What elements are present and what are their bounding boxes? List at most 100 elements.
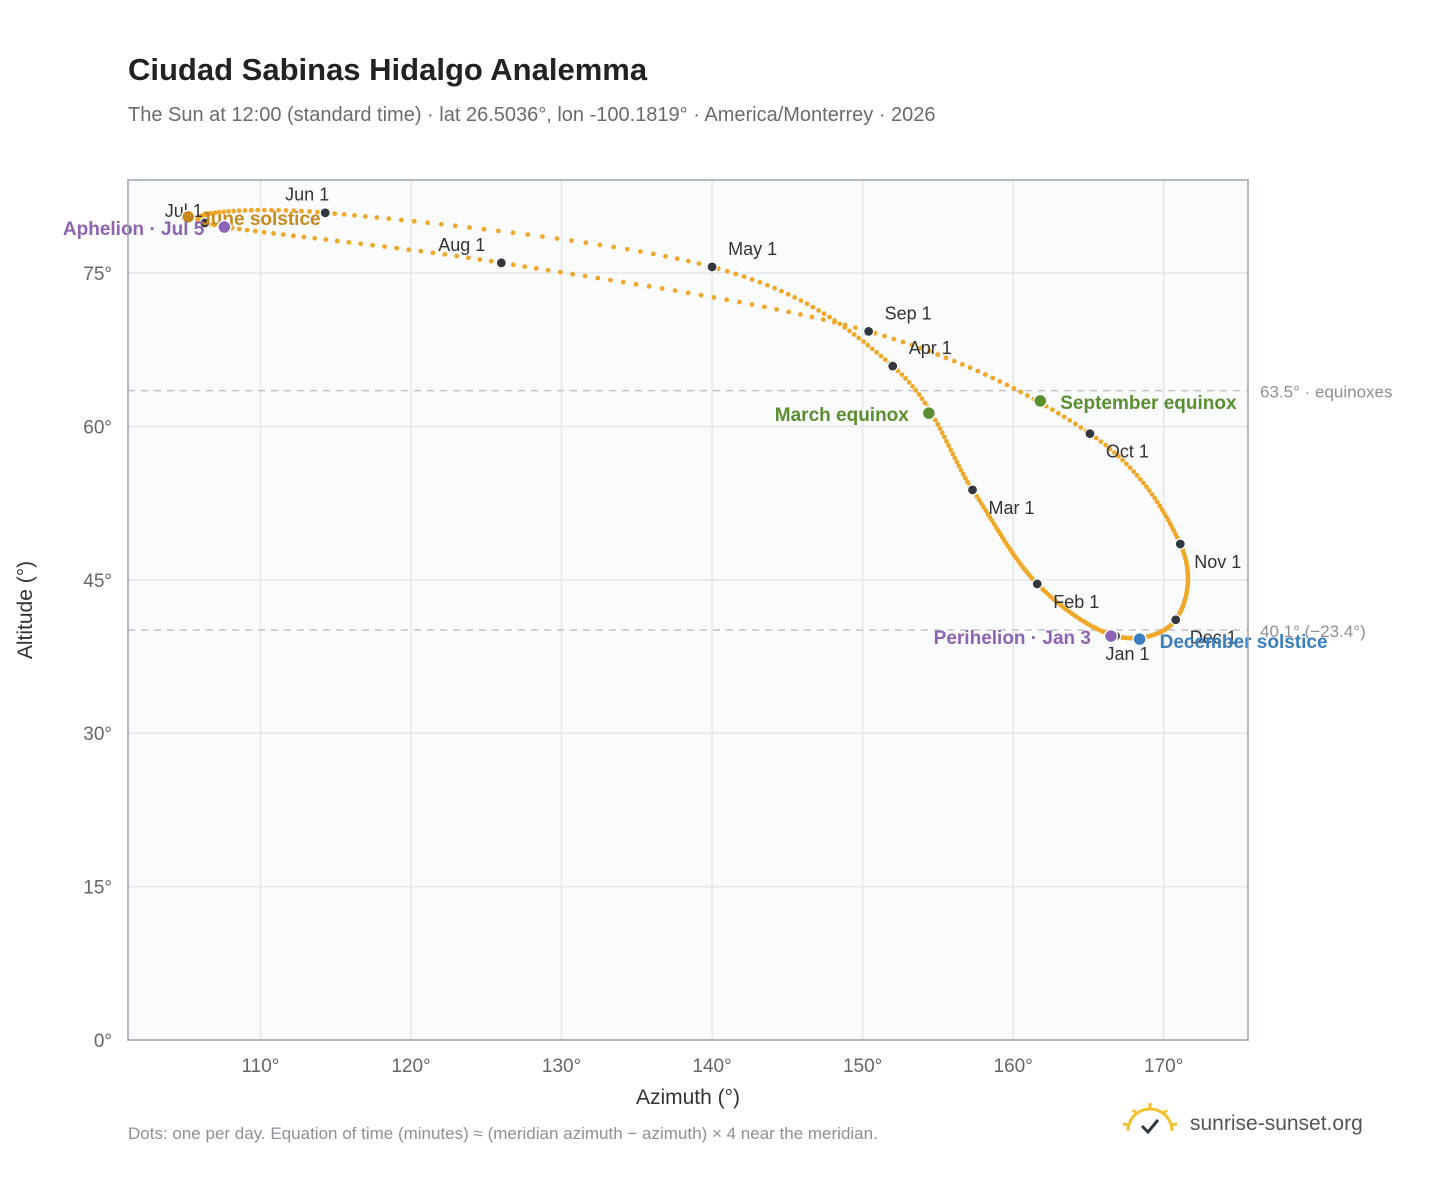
daily-sun-dot bbox=[540, 234, 545, 240]
daily-sun-dot bbox=[659, 286, 665, 291]
event-marker bbox=[921, 405, 937, 421]
month-marker-label: Oct 1 bbox=[1106, 442, 1149, 462]
daily-sun-dot bbox=[334, 238, 340, 244]
daily-sun-dot bbox=[774, 307, 779, 312]
daily-sun-dot bbox=[633, 281, 639, 287]
daily-sun-dot bbox=[255, 207, 261, 213]
daily-sun-dot bbox=[1120, 457, 1125, 463]
daily-sun-dot bbox=[291, 233, 296, 239]
daily-sun-dot bbox=[891, 336, 897, 342]
daily-sun-dot bbox=[1098, 439, 1104, 444]
plot-background bbox=[128, 180, 1248, 1040]
daily-sun-dot bbox=[341, 212, 347, 217]
daily-sun-dot bbox=[899, 372, 905, 377]
daily-sun-dot bbox=[569, 238, 574, 244]
event-label: Perihelion · Jan 3 bbox=[934, 628, 1091, 649]
event-marker bbox=[1132, 631, 1147, 647]
daily-sun-dot bbox=[900, 339, 906, 345]
daily-sun-dot bbox=[271, 231, 276, 236]
daily-sun-dot bbox=[248, 207, 254, 213]
daily-sun-dot bbox=[804, 301, 810, 307]
daily-sun-dot bbox=[944, 438, 949, 444]
daily-sun-dot bbox=[674, 256, 680, 262]
daily-sun-dot bbox=[733, 271, 739, 277]
daily-sun-dot bbox=[851, 332, 857, 337]
month-marker-label: Dec 1 bbox=[1190, 628, 1237, 648]
daily-sun-dot bbox=[1134, 472, 1140, 478]
daily-sun-dot bbox=[570, 271, 575, 277]
daily-sun-dot bbox=[958, 467, 964, 473]
daily-sun-dot bbox=[1103, 442, 1109, 448]
daily-sun-dot bbox=[533, 266, 539, 271]
daily-sun-dot bbox=[910, 384, 915, 389]
x-tick-label: 160° bbox=[994, 1056, 1033, 1077]
daily-sun-dot bbox=[638, 249, 643, 255]
daily-sun-dot bbox=[510, 230, 516, 236]
daily-sun-dot bbox=[611, 244, 617, 250]
month-marker bbox=[1084, 428, 1096, 440]
daily-sun-dot bbox=[882, 333, 887, 339]
daily-sun-dot bbox=[382, 244, 387, 250]
daily-sun-dot bbox=[935, 421, 941, 427]
daily-sun-dot bbox=[394, 245, 399, 251]
daily-sun-dot bbox=[231, 208, 237, 214]
daily-sun-dot bbox=[226, 209, 231, 214]
daily-sun-dot bbox=[557, 269, 563, 275]
daily-sun-dot bbox=[724, 268, 730, 274]
month-marker-label: Aug 1 bbox=[438, 235, 485, 255]
daily-sun-dot bbox=[810, 304, 816, 310]
daily-sun-dot bbox=[425, 220, 430, 226]
daily-sun-dot bbox=[919, 396, 925, 402]
daily-sun-dot bbox=[792, 295, 798, 300]
daily-sun-dot bbox=[597, 242, 603, 248]
daily-sun-dot bbox=[981, 504, 986, 510]
daily-sun-dot bbox=[608, 277, 613, 283]
month-marker-label: Jan 1 bbox=[1106, 644, 1150, 664]
daily-sun-dot bbox=[216, 209, 222, 215]
daily-sun-dot bbox=[967, 365, 973, 371]
daily-sun-dot bbox=[939, 430, 945, 436]
daily-sun-dot bbox=[452, 223, 458, 229]
daily-sun-dot bbox=[737, 299, 742, 305]
daily-sun-dot bbox=[406, 247, 412, 253]
daily-sun-dot bbox=[865, 342, 871, 348]
event-marker bbox=[180, 209, 196, 225]
month-marker-label: Jun 1 bbox=[285, 185, 329, 205]
daily-sun-dot bbox=[741, 274, 747, 279]
daily-sun-dot bbox=[856, 335, 862, 341]
daily-sun-dot bbox=[724, 297, 730, 303]
daily-sun-dot bbox=[650, 251, 656, 257]
daily-sun-dot bbox=[1050, 407, 1055, 413]
daily-sun-dot bbox=[545, 267, 551, 273]
daily-sun-dot bbox=[212, 222, 217, 228]
daily-sun-dot bbox=[646, 284, 652, 289]
daily-sun-dot bbox=[927, 348, 932, 354]
daily-sun-dot bbox=[1144, 484, 1149, 490]
daily-sun-dot bbox=[1112, 450, 1117, 455]
daily-sun-dot bbox=[913, 388, 919, 393]
daily-sun-dot bbox=[467, 225, 472, 230]
daily-sun-dot bbox=[922, 400, 928, 406]
daily-sun-dot bbox=[276, 207, 281, 213]
daily-sun-dot bbox=[323, 237, 329, 243]
daily-sun-dot bbox=[1067, 418, 1073, 423]
daily-sun-dot bbox=[262, 207, 267, 213]
daily-sun-dot bbox=[1137, 476, 1143, 482]
daily-sun-dot bbox=[1127, 465, 1133, 471]
daily-sun-dot bbox=[942, 434, 947, 440]
daily-sun-dot bbox=[454, 253, 460, 259]
daily-sun-dot bbox=[1131, 469, 1136, 474]
month-marker-label: Feb 1 bbox=[1053, 592, 1099, 612]
daily-sun-dot bbox=[291, 208, 297, 214]
sun-check-icon bbox=[1122, 1103, 1178, 1135]
daily-sun-dot bbox=[809, 314, 815, 320]
daily-sun-dot bbox=[1093, 435, 1099, 441]
daily-sun-dot bbox=[301, 234, 307, 240]
daily-sun-dot bbox=[976, 497, 982, 503]
daily-sun-dot bbox=[430, 250, 436, 256]
daily-sun-dot bbox=[1061, 414, 1067, 420]
event-label: December solstice bbox=[1160, 632, 1328, 653]
month-marker-label: Apr 1 bbox=[909, 338, 952, 358]
daily-sun-dot bbox=[663, 253, 668, 259]
